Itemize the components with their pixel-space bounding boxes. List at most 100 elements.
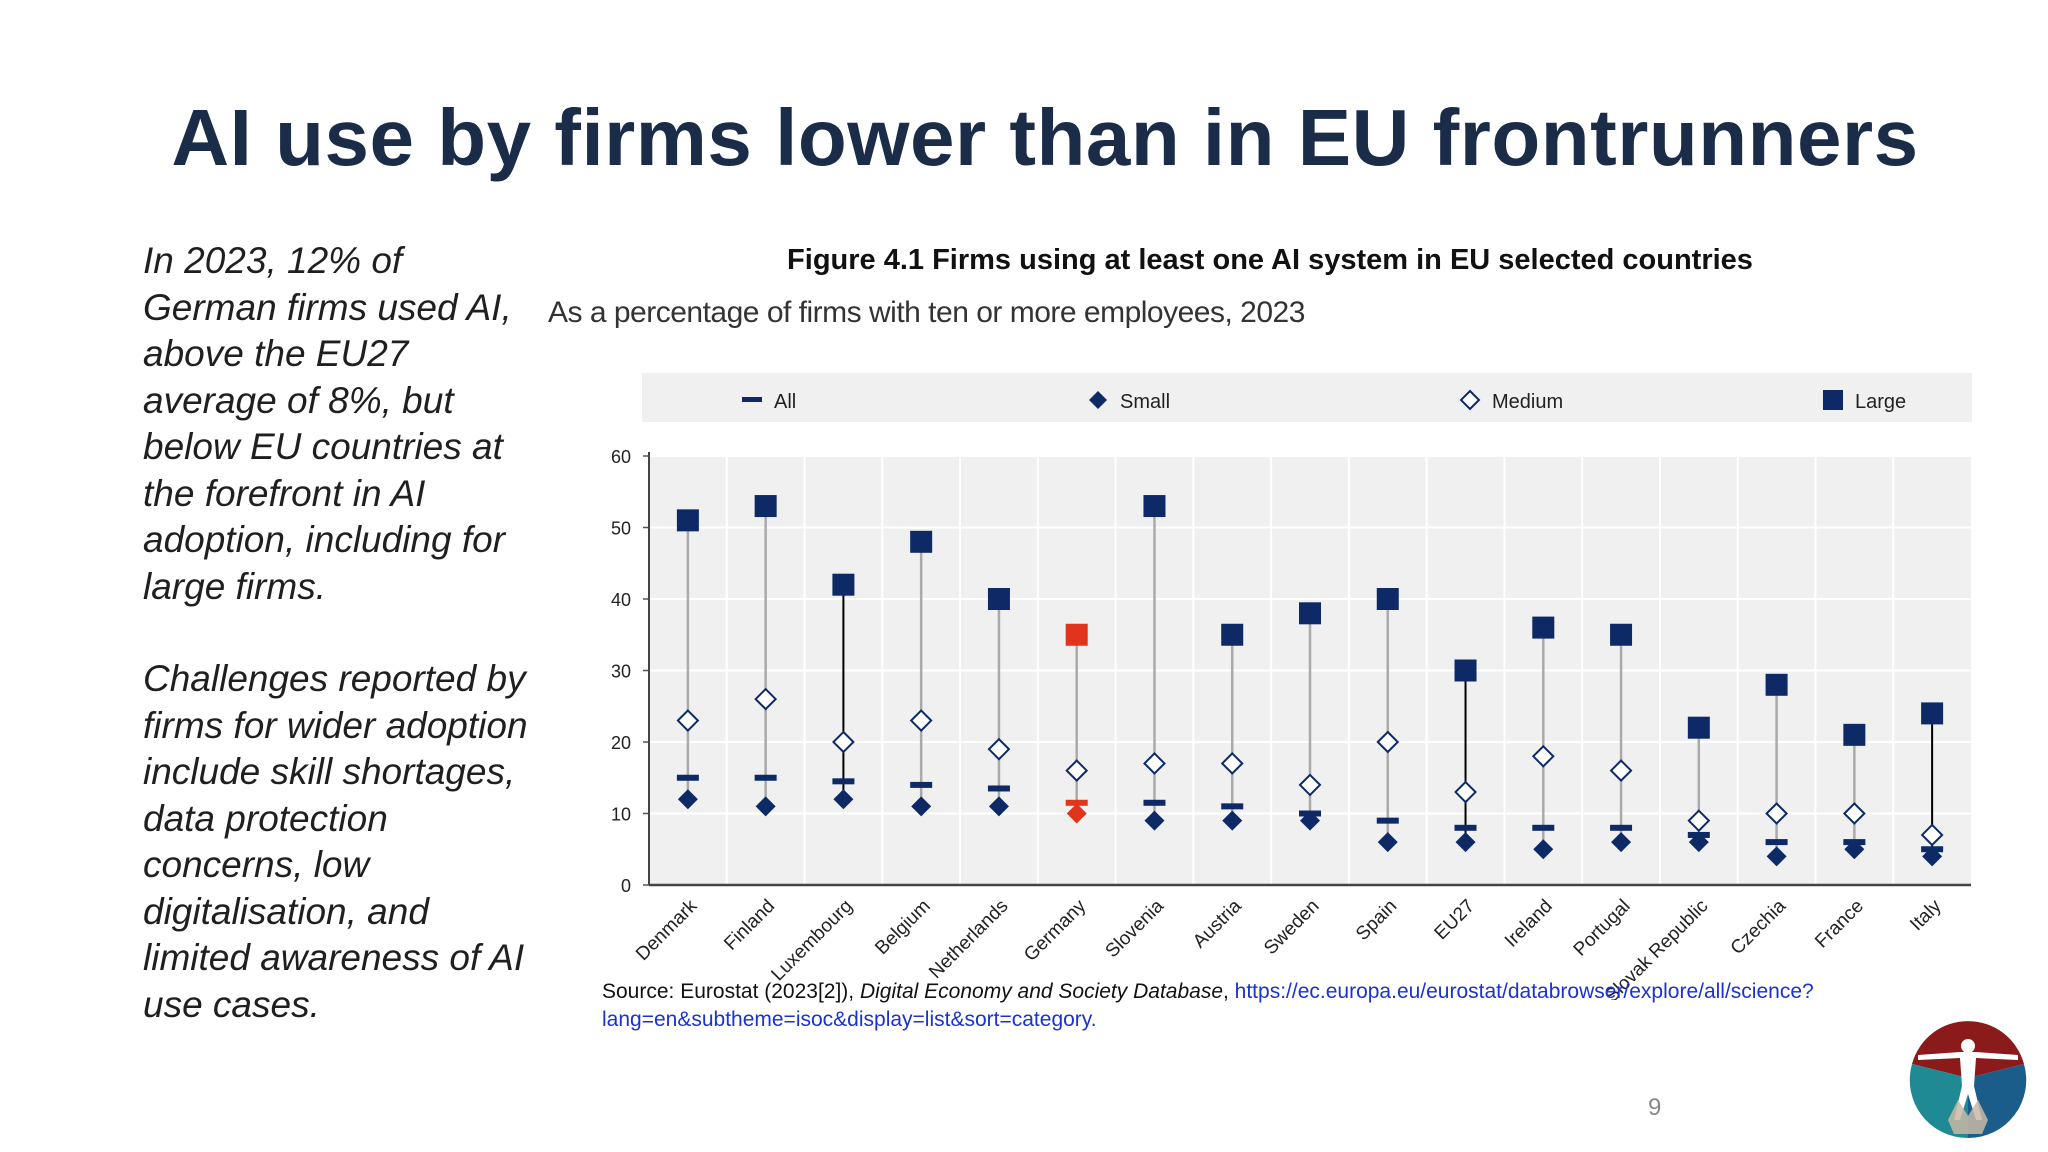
point-all [1065,799,1088,806]
y-tick-label: 20 [611,733,631,753]
point-all [1376,817,1399,824]
point-large [832,573,855,596]
logo-head [1961,1039,1975,1053]
point-medium [754,687,778,711]
y-tick-label: 40 [611,590,631,610]
point-small [1533,839,1554,860]
legend-label: All [774,391,796,413]
point-small [1377,832,1398,853]
point-all [1221,803,1244,810]
point-medium [1298,773,1322,797]
point-medium [1609,759,1633,783]
source-prefix: Source: Eurostat (2023[2]), [602,980,860,1003]
point-large [1843,723,1866,746]
source-separator: , [1223,980,1235,1003]
x-tick-label: Belgium [871,896,934,959]
page-number: 9 [1648,1094,1662,1121]
legend-label: Large [1855,391,1906,413]
x-tick-label: Ireland [1501,896,1557,952]
point-large [1687,716,1710,739]
figure-subtitle: As a percentage of firms with ten or mor… [548,296,1305,329]
point-all [832,778,855,785]
x-tick-label: Netherlands [925,896,1012,983]
y-tick-label: 50 [611,519,631,539]
point-all [1843,839,1866,846]
point-small [755,796,776,817]
x-tick-label: Denmark [632,895,702,965]
point-medium [1531,744,1555,768]
figure-title-wrap: Figure 4.1 Firms using at least one AI s… [600,244,2048,277]
point-small [1455,832,1476,853]
point-medium [1220,752,1244,775]
x-tick-label: EU27 [1431,896,1479,944]
y-tick-label: 30 [611,662,631,682]
point-medium [909,709,933,732]
point-all [987,785,1010,792]
paragraph-challenges: Challenges reported by firms for wider a… [143,658,528,1025]
point-large [910,530,933,553]
point-large [754,495,777,518]
point-all [1765,839,1788,846]
x-tick-label: Spain [1352,896,1401,945]
point-large [1376,588,1399,610]
point-large [676,509,699,532]
point-all [1299,810,1321,817]
point-medium [831,730,855,754]
point-all [1921,846,1944,853]
point-large [1299,602,1321,625]
point-small [1611,832,1632,853]
x-tick-label: Czechia [1727,895,1791,959]
point-small [1766,846,1787,867]
point-small [911,796,932,817]
legend-marker-large [1823,390,1843,410]
y-tick-label: 10 [611,805,631,825]
ai-use-chart: All Small Medium Large 0 10 20 30 40 50 60 Denmark F… [611,373,1972,1000]
point-large [1454,659,1477,682]
point-medium [1143,752,1166,775]
slide-title: AI use by firms lower than in EU frontru… [171,93,1919,182]
source-link[interactable]: https://ec.europa.eu/eurostat/databrowse… [602,980,1814,1031]
figure-title: Figure 4.1 Firms using at least one AI s… [787,244,1753,276]
point-all [1610,824,1633,831]
point-large [1532,616,1555,639]
point-small [1222,810,1243,831]
point-medium [987,737,1011,761]
point-medium [1920,823,1944,847]
point-small [833,789,854,810]
point-medium [676,709,700,732]
y-tick-label: 0 [621,876,631,896]
point-large [1921,702,1944,725]
x-tick-label: France [1811,896,1868,953]
point-medium [1765,802,1789,825]
legend-marker-small [1089,391,1107,409]
x-tick-label: Germany [1020,895,1090,965]
point-small [1144,810,1165,831]
point-all [1143,799,1166,806]
point-medium [1376,730,1400,754]
x-tick-label: Finland [720,896,779,955]
source-database: Digital Economy and Society Database [859,980,1223,1003]
point-large [1065,623,1088,646]
point-large [987,588,1010,610]
x-tick-label: Italy [1906,895,1946,935]
point-medium [1454,780,1477,804]
legend-label: Small [1120,391,1170,413]
point-all [676,774,699,781]
point-large [1610,623,1633,646]
point-all [910,781,933,788]
legend-marker-all [742,397,762,402]
y-tick-label: 60 [611,447,631,467]
point-medium [1065,759,1089,783]
logo-figure [1918,1052,2018,1120]
legend-marker-medium [1459,389,1481,411]
legend-band [642,373,1972,422]
logo-legs-shadow [1948,1100,1988,1134]
point-small [677,789,698,810]
point-large [1143,495,1166,518]
legend-label: Medium [1492,391,1563,413]
x-tick-label: Sweden [1260,896,1323,959]
x-tick-label: Austria [1189,895,1246,952]
point-all [1532,824,1555,831]
point-small [1066,803,1087,824]
body-text: In 2023, 12% of German firms used AI, ab… [143,238,543,1074]
